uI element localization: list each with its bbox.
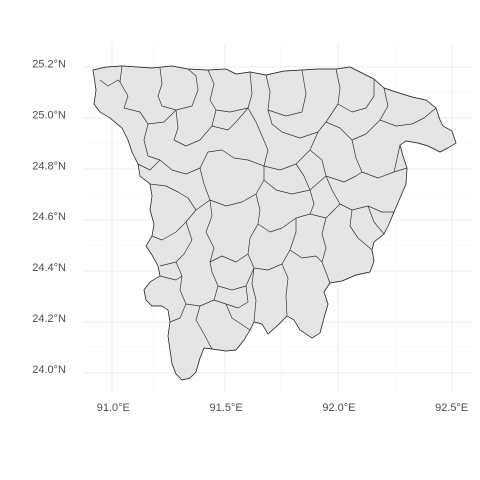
district-boundary: [205, 199, 215, 263]
x-tick-label: 92.5°E: [435, 402, 468, 414]
district-boundary: [119, 66, 149, 157]
district-boundary: [137, 159, 161, 171]
y-tick-label: 24.0°N: [32, 364, 66, 376]
district-boundary: [349, 209, 373, 251]
y-tick-label: 24.6°N: [32, 211, 66, 223]
district-boundary: [149, 183, 211, 211]
district-boundary: [281, 263, 289, 317]
district-boundary: [309, 149, 363, 183]
map-outline-stroke: [92, 65, 457, 381]
x-tick-label: 92.0°E: [322, 402, 355, 414]
map-regions: [92, 65, 457, 381]
x-axis-ticks: 91.0°E 91.5°E 92.0°E 92.5°E: [97, 402, 469, 414]
district-boundary: [199, 166, 265, 207]
y-tick-label: 24.4°N: [32, 262, 66, 274]
district-boundary: [255, 193, 327, 233]
district-boundary: [169, 303, 187, 323]
district-boundary: [159, 221, 193, 267]
y-tick-label: 24.2°N: [32, 313, 66, 325]
district-boundary: [367, 205, 385, 235]
district-boundary: [321, 217, 331, 284]
y-axis-ticks: 24.0°N 24.2°N 24.4°N 24.6°N 24.8°N 25.0°N 25.2…: [32, 58, 66, 376]
district-boundary: [289, 249, 323, 263]
y-tick-label: 25.0°N: [32, 109, 66, 121]
district-boundary: [247, 107, 269, 167]
y-tick-label: 24.8°N: [32, 160, 66, 172]
district-boundary: [335, 68, 375, 113]
district-boundary: [265, 69, 307, 117]
district-boundary: [309, 189, 315, 215]
district-boundary: [159, 275, 183, 281]
district-boundary: [195, 305, 213, 350]
district-boundary: [209, 253, 249, 263]
district-boundary: [351, 139, 408, 179]
district-boundary: [213, 285, 249, 309]
district-boundary: [225, 303, 251, 331]
district-boundary: [99, 79, 121, 87]
district-boundary: [393, 144, 401, 173]
x-tick-label: 91.0°E: [97, 402, 130, 414]
district-boundary: [263, 175, 327, 195]
x-tick-label: 91.5°E: [210, 402, 243, 414]
district-boundary: [147, 149, 265, 175]
district-boundary: [295, 163, 311, 191]
district-boundary: [151, 209, 197, 241]
district-boundary: [325, 203, 341, 219]
district-boundary: [247, 218, 297, 271]
district-boundary: [207, 69, 253, 113]
district-boundary: [251, 267, 257, 323]
district-boundary: [379, 87, 437, 127]
y-tick-label: 25.2°N: [32, 58, 66, 70]
district-boundary: [147, 109, 177, 125]
district-boundary: [211, 107, 249, 131]
district-boundary: [217, 267, 255, 291]
